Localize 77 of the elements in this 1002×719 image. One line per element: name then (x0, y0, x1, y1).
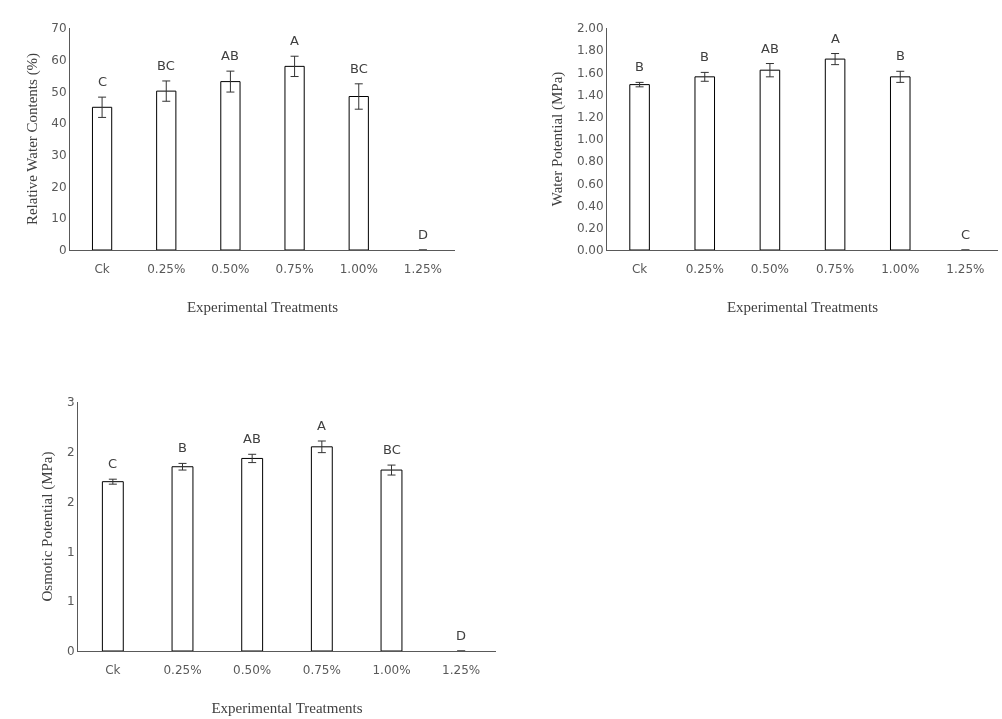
x-tick-label: Ck (94, 262, 110, 277)
x-axis-title: Experimental Treatments (726, 299, 879, 316)
y-tick-label: 30 (51, 148, 67, 163)
y-tick-label: 0.20 (576, 221, 604, 235)
x-tick-label: 0.50% (211, 262, 250, 277)
bar (310, 446, 333, 651)
x-tick-label: 0.50% (233, 663, 272, 678)
annotation: A (290, 33, 299, 48)
x-tick-label: 1.25% (442, 663, 481, 678)
bar (101, 481, 124, 651)
y-tick-label: 40 (51, 116, 67, 131)
y-tick-label: 2.00 (576, 21, 604, 36)
x-tick-label: 1.00% (372, 663, 411, 678)
y-tick-label: 0.00 (576, 243, 604, 258)
annotation: D (418, 227, 429, 242)
bar (380, 469, 403, 651)
y-tick-label: 0.80 (576, 154, 604, 169)
y-axis-title: Osmotic Potential (MPa) (39, 451, 57, 602)
annotation: C (108, 456, 118, 471)
annotation: BC (157, 58, 175, 73)
bar (156, 90, 177, 250)
annotation: B (178, 440, 187, 455)
annotation: C (961, 227, 971, 242)
annotation: B (896, 48, 905, 63)
y-tick-label: 0.60 (576, 176, 604, 191)
x-tick-label: 1.00% (339, 262, 378, 277)
annotation: BC (350, 61, 368, 76)
y-axis-title: Relative Water Contents (%) (23, 52, 41, 226)
bar (91, 106, 113, 250)
annotation: AB (243, 431, 261, 446)
x-tick-label: 0.75% (816, 262, 855, 277)
x-tick-label: 1.00% (881, 262, 920, 277)
y-tick-label: 0.40 (576, 198, 604, 213)
y-tick-label: 0 (66, 644, 75, 659)
bar (241, 457, 264, 651)
y-tick-label: 20 (51, 179, 67, 194)
y-tick-label: 1 (66, 544, 75, 559)
y-tick-label: 1.80 (576, 43, 604, 58)
y-tick-label: 60 (51, 52, 67, 67)
y-tick-label: 10 (51, 211, 67, 226)
bar (284, 65, 305, 250)
annotation: AB (761, 41, 779, 56)
x-tick-label: Ck (631, 262, 648, 277)
y-tick-label: 2 (66, 494, 75, 509)
annotation: A (317, 418, 326, 433)
x-tick-label: 0.75% (302, 663, 341, 678)
x-tick-label: 0.25% (147, 262, 186, 277)
y-tick-label: 50 (51, 84, 67, 99)
annotation: B (700, 49, 709, 64)
y-tick-label: 3 (66, 395, 75, 410)
x-tick-label: 0.75% (275, 262, 314, 277)
y-tick-label: 1.40 (576, 87, 604, 102)
y-tick-label: 2 (66, 445, 75, 459)
y-tick-label: 70 (51, 21, 67, 36)
x-axis-title: Experimental Treatments (186, 299, 339, 316)
bar (171, 466, 194, 651)
y-axis-title: Water Potential (MPa) (549, 71, 567, 207)
y-tick-label: 1.20 (576, 110, 604, 124)
annotation: C (98, 74, 108, 89)
x-tick-label: 1.25% (946, 262, 985, 277)
y-tick-label: 1.00 (576, 132, 604, 147)
y-tick-label: 1.60 (576, 65, 604, 80)
annotation: B (635, 59, 644, 74)
x-tick-label: 1.25% (403, 262, 442, 277)
annotation: AB (221, 48, 239, 63)
bar (348, 96, 369, 250)
bar (220, 81, 241, 250)
annotation: A (831, 31, 840, 46)
x-axis-title: Experimental Treatments (211, 700, 363, 717)
x-tick-label: 0.50% (750, 262, 789, 277)
y-tick-label: 1 (66, 594, 75, 609)
x-tick-label: 0.25% (163, 663, 202, 678)
annotation: BC (383, 442, 401, 457)
y-tick-label: 0 (58, 243, 67, 258)
annotation: D (456, 628, 467, 643)
x-tick-label: 0.25% (685, 262, 724, 277)
x-tick-label: Ck (105, 663, 121, 678)
